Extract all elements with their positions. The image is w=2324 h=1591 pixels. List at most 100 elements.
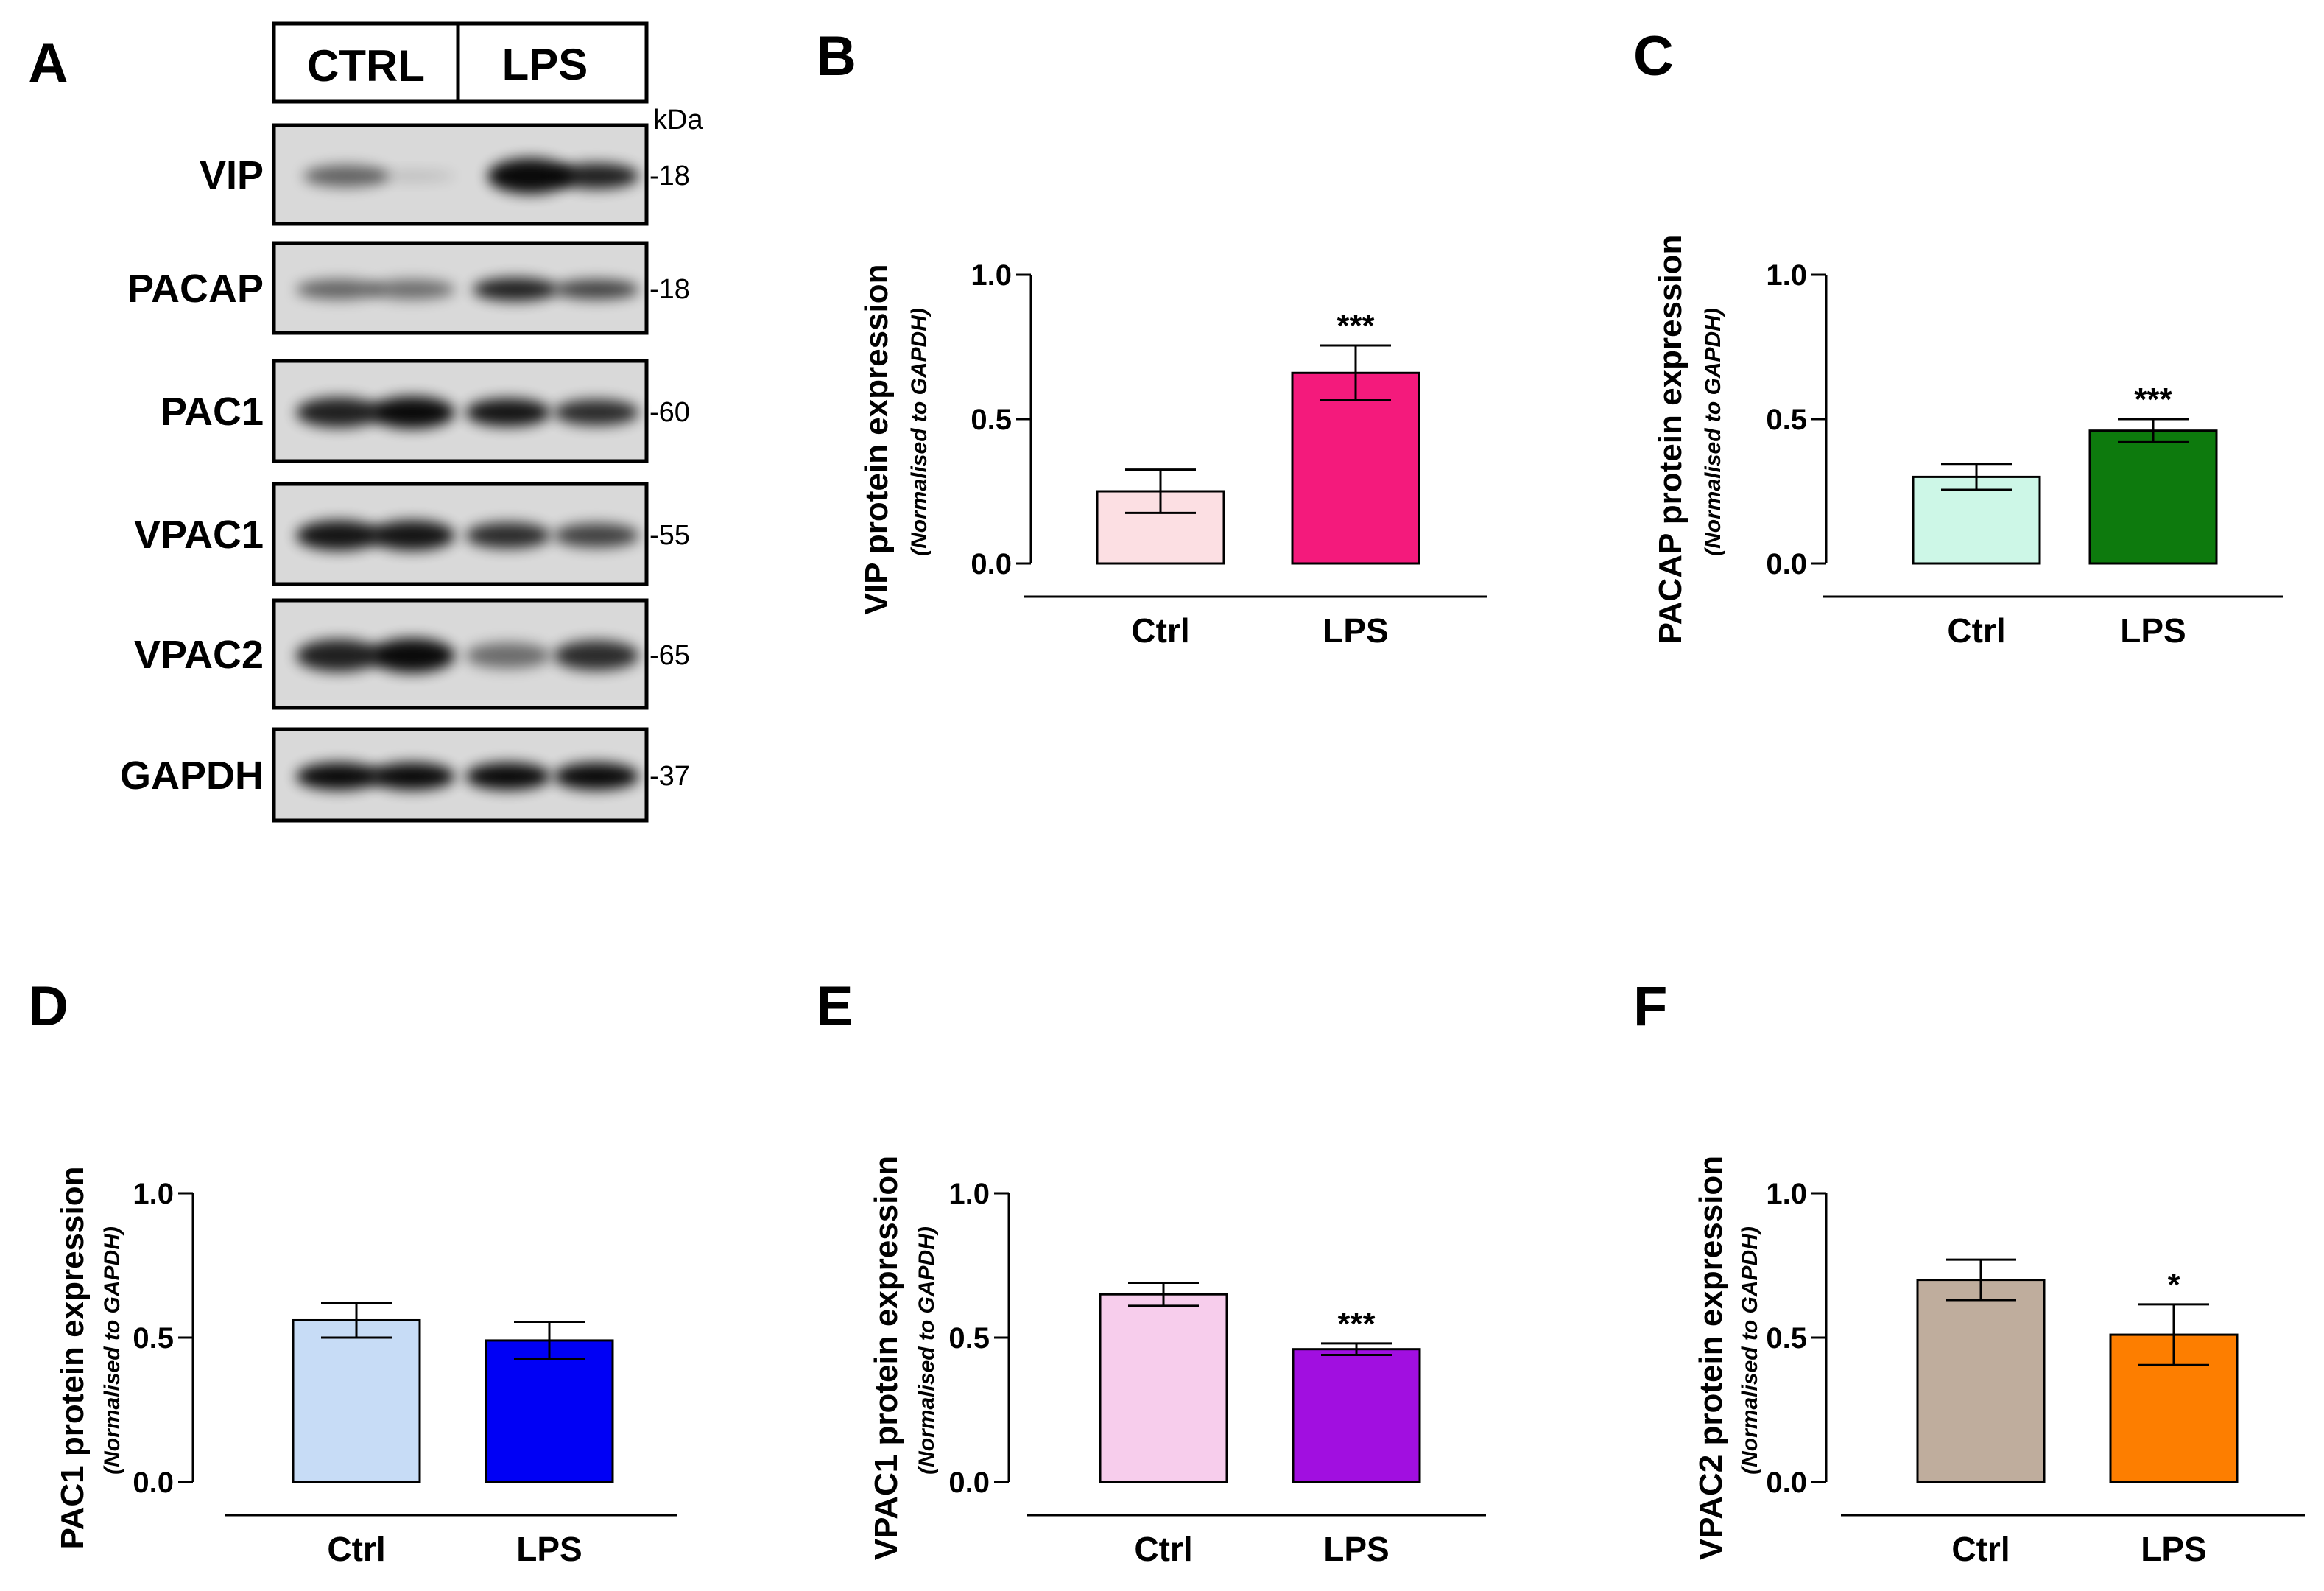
blot-row: PACAP -18 bbox=[127, 241, 690, 335]
panel-label: D bbox=[28, 975, 68, 1038]
y-tick-label: 1.0 bbox=[1766, 259, 1807, 292]
x-category-label: LPS bbox=[1323, 1530, 1389, 1568]
significance-marker: *** bbox=[1337, 308, 1375, 344]
y-axis-subtitle: (Normalised to GAPDH) bbox=[1738, 1226, 1762, 1475]
blot-kda-marker: -55 bbox=[649, 520, 690, 551]
lps-group-box bbox=[456, 21, 649, 104]
protein-band bbox=[554, 523, 639, 548]
bar-chart: D 0.0 0.5 1.0 PAC1 protein expression (Normal… bbox=[28, 975, 677, 1568]
x-category-label: LPS bbox=[2141, 1530, 2206, 1568]
protein-band bbox=[296, 520, 381, 551]
blot-row: VPAC1 -55 bbox=[134, 482, 690, 586]
protein-band bbox=[303, 165, 389, 187]
protein-band bbox=[554, 640, 639, 671]
protein-band bbox=[370, 279, 455, 300]
x-category-label: Ctrl bbox=[1947, 611, 2005, 650]
y-tick-label: 0.5 bbox=[133, 1322, 174, 1355]
blot-protein-label: PACAP bbox=[127, 267, 264, 311]
blot-row: PAC1 -60 bbox=[161, 359, 690, 463]
panel-label: E bbox=[816, 975, 853, 1038]
x-category-label: LPS bbox=[516, 1530, 582, 1568]
protein-band bbox=[370, 396, 455, 429]
x-category-label: LPS bbox=[1323, 611, 1388, 650]
panel-label: C bbox=[1633, 25, 1674, 88]
y-tick-label: 1.0 bbox=[133, 1178, 174, 1210]
x-category-label: Ctrl bbox=[1951, 1530, 2010, 1568]
bar bbox=[292, 1318, 421, 1483]
y-axis-subtitle: (Normalised to GAPDH) bbox=[100, 1226, 124, 1475]
protein-band bbox=[465, 642, 551, 669]
bar bbox=[1292, 1348, 1421, 1483]
protein-band bbox=[487, 158, 573, 194]
y-tick-label: 0.0 bbox=[948, 1467, 990, 1499]
x-category-label: Ctrl bbox=[1134, 1530, 1192, 1568]
blot-protein-label: GAPDH bbox=[120, 754, 264, 798]
bar-charts: B 0.0 0.5 1.0 VIP protein expression (Normali… bbox=[28, 25, 2305, 1568]
blot-kda-marker: -65 bbox=[649, 640, 690, 671]
bar bbox=[485, 1339, 614, 1483]
protein-band bbox=[465, 522, 551, 549]
y-tick-label: 0.0 bbox=[971, 548, 1012, 580]
bar bbox=[1916, 1279, 2046, 1483]
ctrl-group-box bbox=[272, 21, 460, 104]
blot-kda-marker: -18 bbox=[649, 161, 690, 192]
protein-band bbox=[370, 762, 455, 790]
protein-band bbox=[554, 163, 639, 189]
y-axis-title: PACAP protein expression bbox=[1652, 235, 1689, 645]
protein-band bbox=[554, 762, 639, 790]
ctrl-group-label: CTRL bbox=[307, 41, 425, 91]
blot-row: GAPDH -37 bbox=[120, 727, 690, 823]
blot-row: VPAC2 -65 bbox=[134, 598, 690, 710]
significance-marker: * bbox=[2167, 1267, 2180, 1303]
protein-band bbox=[296, 279, 381, 300]
blot-kda-marker: -18 bbox=[649, 274, 690, 305]
significance-marker: *** bbox=[1337, 1306, 1376, 1342]
y-tick-label: 0.0 bbox=[133, 1467, 174, 1499]
protein-band bbox=[296, 397, 381, 428]
y-tick-label: 0.5 bbox=[948, 1322, 990, 1355]
blot-kda-marker: -37 bbox=[649, 761, 690, 792]
blot-rows: VIP -18 PACAP -18 PAC1 -60 VPAC1 -55 VPAC2 -65 GAP… bbox=[120, 123, 690, 823]
bar-chart: F 0.0 0.5 1.0 VPAC2 protein expression (Norma… bbox=[1633, 975, 2305, 1568]
bar-chart: C 0.0 0.5 1.0 PACAP protein expression (Norma… bbox=[1633, 25, 2283, 650]
blot-protein-label: VPAC2 bbox=[134, 633, 264, 677]
blot-panel: A CTRL LPS kDa VIP -18 PACAP -18 PAC1 -60 VPAC… bbox=[28, 21, 703, 823]
y-tick-label: 0.0 bbox=[1766, 1467, 1807, 1499]
protein-band bbox=[370, 520, 455, 551]
blot-protein-label: VIP bbox=[200, 153, 264, 197]
protein-band bbox=[554, 399, 639, 426]
protein-band bbox=[554, 279, 639, 300]
bar bbox=[2088, 429, 2218, 565]
protein-band bbox=[473, 278, 558, 301]
y-tick-label: 1.0 bbox=[971, 259, 1012, 292]
blot-protein-label: VPAC1 bbox=[134, 513, 264, 557]
y-axis-subtitle: (Normalised to GAPDH) bbox=[1701, 308, 1725, 556]
protein-band bbox=[370, 638, 455, 673]
bar bbox=[1291, 371, 1420, 565]
panel-label: B bbox=[816, 25, 856, 88]
panel-label-a: A bbox=[28, 32, 68, 95]
y-tick-label: 0.5 bbox=[1766, 404, 1807, 436]
y-axis-title: VPAC1 protein expression bbox=[868, 1156, 904, 1560]
y-tick-label: 0.5 bbox=[1766, 1322, 1807, 1355]
y-tick-label: 1.0 bbox=[948, 1178, 990, 1210]
x-category-label: LPS bbox=[2120, 611, 2186, 650]
protein-band bbox=[296, 639, 381, 672]
y-tick-label: 0.5 bbox=[971, 404, 1012, 436]
y-axis-subtitle: (Normalised to GAPDH) bbox=[907, 308, 932, 556]
y-tick-label: 0.0 bbox=[1766, 548, 1807, 580]
y-axis-subtitle: (Normalised to GAPDH) bbox=[915, 1226, 939, 1475]
protein-band bbox=[296, 762, 381, 790]
protein-band bbox=[370, 169, 455, 183]
bar bbox=[1912, 475, 2041, 565]
protein-band bbox=[465, 398, 551, 427]
blot-protein-label: PAC1 bbox=[161, 390, 264, 434]
significance-marker: *** bbox=[2134, 382, 2172, 418]
kda-unit-label: kDa bbox=[653, 105, 703, 136]
protein-band bbox=[465, 762, 551, 790]
lps-group-label: LPS bbox=[502, 40, 588, 89]
bar-chart: E 0.0 0.5 1.0 VPAC1 protein expression (Norma… bbox=[816, 975, 1486, 1568]
panel-label: F bbox=[1633, 975, 1667, 1038]
y-axis-title: PAC1 protein expression bbox=[54, 1167, 91, 1550]
